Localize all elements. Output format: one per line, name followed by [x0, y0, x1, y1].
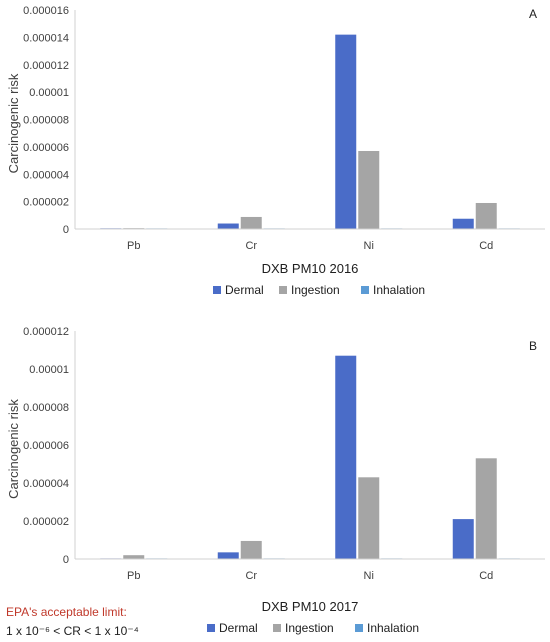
chart2-legend-swatch-dermal — [207, 624, 215, 632]
chart2-bar-dermal-cr — [217, 552, 239, 559]
chart2-bar-dermal-ni — [335, 355, 357, 559]
chart2-legend-label-dermal: Dermal — [219, 621, 258, 635]
chart1-ytick-label: 0.000016 — [23, 5, 69, 17]
chart1-legend-label-dermal: Dermal — [225, 283, 264, 297]
chart2-ytick-label: 0 — [63, 554, 69, 566]
chart1-bar-ingestion-cd — [475, 202, 497, 229]
chart1-bar-ingestion-cr — [240, 216, 262, 229]
chart1-ytick-label: 0.000012 — [23, 60, 69, 72]
chart1-ytick-label: 0.000002 — [23, 197, 69, 209]
chart1-xtick-label: Pb — [127, 240, 140, 252]
chart1-panel-letter: A — [529, 7, 537, 21]
chart1-bar-dermal-cd — [452, 218, 474, 229]
chart2-xtick-label: Pb — [127, 570, 140, 582]
chart1-legend-swatch-ingestion — [279, 286, 287, 294]
chart2-ytick-label: 0.000004 — [23, 478, 69, 490]
epa-limit-title: EPA's acceptable limit: — [6, 605, 127, 619]
chart2-ytick-label: 0.000012 — [23, 326, 69, 338]
chart1-ytick-label: 0.000006 — [23, 142, 69, 154]
chart2-bar-ingestion-cd — [475, 458, 497, 559]
chart1-ytick-label: 0.000014 — [23, 32, 69, 44]
chart2-xlabel: DXB PM10 2017 — [262, 599, 359, 614]
chart1-ylabel: Carcinogenic risk — [6, 73, 21, 173]
chart2-ytick-label: 0.00001 — [29, 364, 69, 376]
chart1-legend-label-inhalation: Inhalation — [373, 283, 425, 297]
chart1-xtick-label: Ni — [364, 240, 374, 252]
chart1-xlabel: DXB PM10 2016 — [262, 261, 359, 276]
chart2-ylabel: Carcinogenic risk — [6, 399, 21, 499]
chart2-bar-ingestion-pb — [123, 555, 145, 559]
chart1-xtick-label: Cr — [245, 240, 257, 252]
chart2-bar-ingestion-ni — [358, 477, 380, 559]
chart2-xtick-label: Cd — [479, 570, 493, 582]
chart1-ytick-label: 0.000008 — [23, 115, 69, 127]
chart2-legend-label-inhalation: Inhalation — [367, 621, 419, 635]
chart2-ytick-label: 0.000008 — [23, 402, 69, 414]
chart1-ytick-label: 0 — [63, 224, 69, 236]
chart2-legend-swatch-ingestion — [273, 624, 281, 632]
chart1-legend-swatch-inhalation — [361, 286, 369, 294]
chart1-ytick-label: 0.00001 — [29, 87, 69, 99]
chart1-legend-label-ingestion: Ingestion — [291, 283, 340, 297]
chart2-legend-swatch-inhalation — [355, 624, 363, 632]
chart1-legend-swatch-dermal — [213, 286, 221, 294]
chart2-bar-dermal-cd — [452, 519, 474, 559]
chart2-xtick-label: Cr — [245, 570, 257, 582]
chart1-xtick-label: Cd — [479, 240, 493, 252]
chart2-bar-ingestion-cr — [240, 540, 262, 559]
chart2-xtick-label: Ni — [364, 570, 374, 582]
chart2-panel-letter: B — [529, 339, 537, 353]
chart1-bar-dermal-ni — [335, 34, 357, 230]
chart2-ytick-label: 0.000006 — [23, 440, 69, 452]
chart1-ytick-label: 0.000004 — [23, 169, 69, 181]
epa-limit-range: 1 x 10⁻⁶ < CR < 1 x 10⁻⁴ — [6, 624, 139, 638]
chart2-ytick-label: 0.000002 — [23, 516, 69, 528]
chart1-bar-ingestion-ni — [358, 150, 380, 229]
chart1-bar-dermal-cr — [217, 223, 239, 229]
chart2-legend-label-ingestion: Ingestion — [285, 621, 334, 635]
